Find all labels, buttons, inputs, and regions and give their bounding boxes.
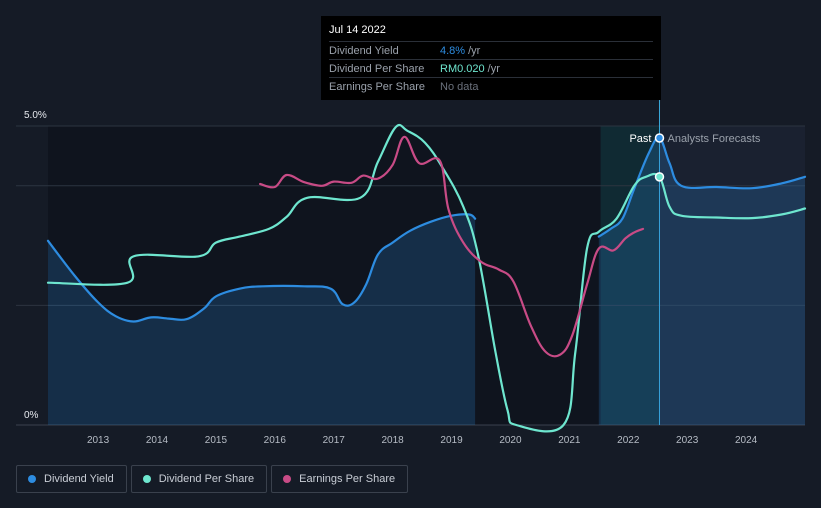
- x-tick-label: 2014: [146, 435, 169, 446]
- y-tick-label-top: 5.0%: [24, 110, 47, 121]
- tooltip-unit: /yr: [487, 62, 500, 75]
- legend-label: Earnings Per Share: [299, 473, 396, 485]
- tooltip-value: RM0.020: [440, 62, 485, 75]
- x-tick-label: 2018: [382, 435, 405, 446]
- x-tick-label: 2013: [87, 435, 110, 446]
- x-tick-label: 2021: [558, 435, 581, 446]
- tooltip-label: Earnings Per Share: [329, 80, 425, 93]
- legend-dividend-per-share[interactable]: Dividend Per Share: [130, 465, 268, 493]
- series-area-fill-1: [598, 137, 805, 425]
- x-tick-label: 2019: [440, 435, 463, 446]
- legend-label: Dividend Yield: [44, 473, 114, 485]
- x-tick-label: 2024: [735, 435, 758, 446]
- hover-marker-0: [654, 133, 665, 143]
- legend-dot-icon: [28, 475, 36, 483]
- data-tooltip: Jul 14 2022 Dividend Yield 4.8% /yr Divi…: [321, 16, 661, 100]
- x-tick-label: 2022: [617, 435, 640, 446]
- tooltip-label: Dividend Yield: [329, 44, 399, 57]
- tooltip-unit: /yr: [468, 44, 481, 57]
- series-line-dividend-per-share: [46, 123, 807, 433]
- series-line-dividend-yield: [46, 213, 477, 323]
- tooltip-row-earnings-per-share: Earnings Per Share No data: [329, 77, 653, 95]
- series-line-earnings-per-share: [259, 135, 645, 358]
- legend-dividend-yield[interactable]: Dividend Yield: [16, 465, 127, 493]
- forecast-label: Analysts Forecasts: [667, 133, 760, 145]
- tooltip-value: No data: [440, 80, 479, 93]
- legend-dot-icon: [142, 475, 151, 483]
- x-tick-label: 2017: [323, 435, 346, 446]
- legend-dot-icon: [283, 475, 292, 483]
- plot-area-forecast: [659, 126, 805, 425]
- x-tick-label: 2016: [264, 435, 287, 446]
- tooltip-label: Dividend Per Share: [329, 62, 425, 75]
- past-label: Past: [629, 133, 651, 145]
- y-tick-label-bottom: 0%: [24, 410, 39, 421]
- tooltip-row-dividend-yield: Dividend Yield 4.8% /yr: [329, 41, 653, 59]
- x-tick-label: 2020: [499, 435, 522, 446]
- x-tick-label: 2023: [676, 435, 699, 446]
- hover-marker-1: [654, 172, 665, 182]
- x-tick-label: 2015: [205, 435, 228, 446]
- plot-area-past: [48, 126, 660, 425]
- tooltip-row-dividend-per-share: Dividend Per Share RM0.020 /yr: [329, 59, 653, 77]
- series-line-dividend-yield-forecast: [597, 136, 807, 238]
- tooltip-value: 4.8%: [440, 44, 466, 57]
- legend-label: Dividend Per Share: [158, 473, 255, 485]
- tooltip-date: Jul 14 2022: [329, 24, 386, 36]
- legend-earnings-per-share[interactable]: Earnings Per Share: [271, 465, 409, 493]
- chart-legend: Dividend Yield Dividend Per Share Earnin…: [16, 465, 409, 493]
- series-area-fill-0: [48, 214, 476, 425]
